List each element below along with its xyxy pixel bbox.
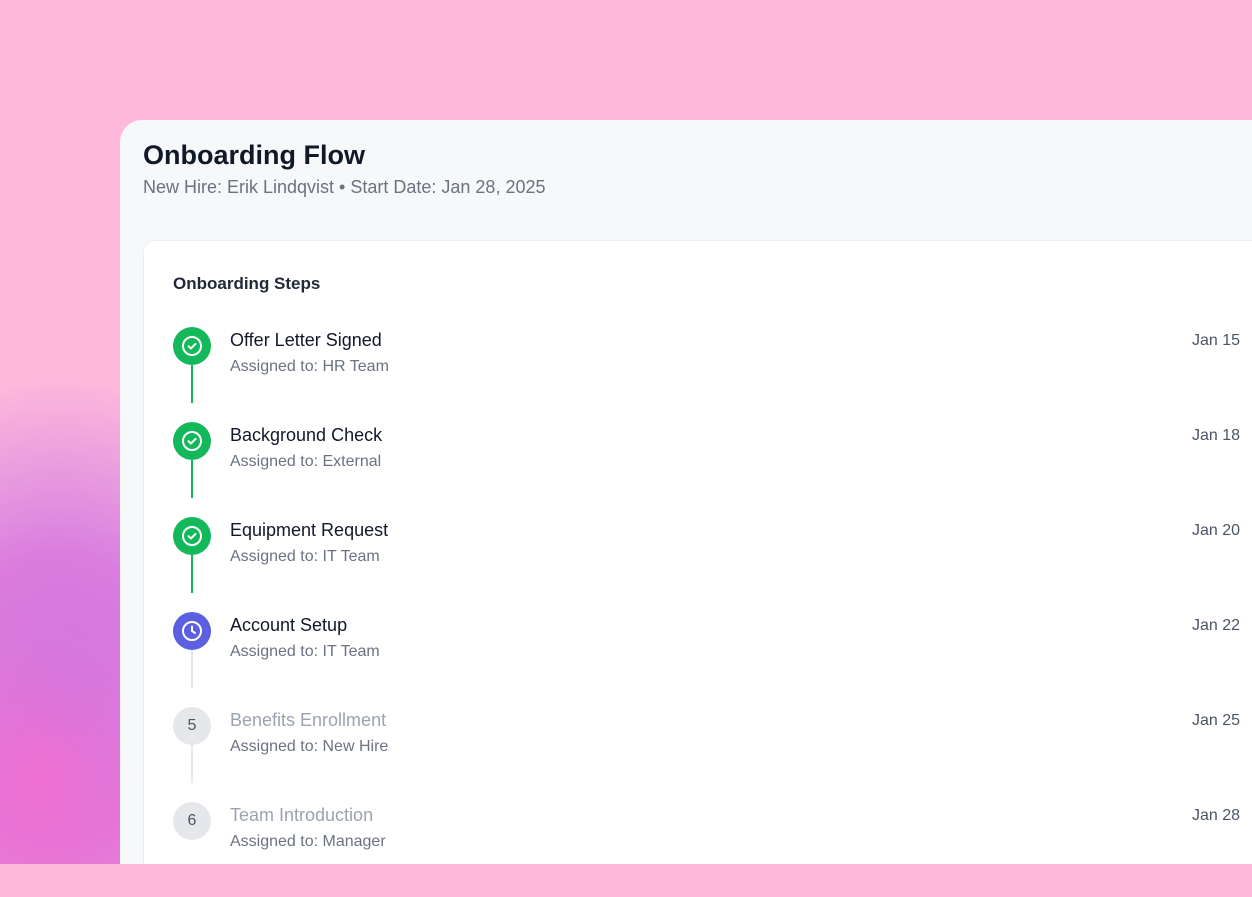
step-date: Jan 25 bbox=[1191, 712, 1240, 729]
connector-line bbox=[191, 555, 193, 593]
clock-icon bbox=[173, 612, 211, 650]
page-title: Onboarding Flow bbox=[143, 140, 365, 170]
step-date: Jan 22 bbox=[1191, 617, 1240, 634]
step-item[interactable]: Offer Letter Signed Assigned to: HR Team J… bbox=[144, 327, 1244, 422]
step-title: Equipment Request bbox=[230, 520, 389, 540]
connector-line bbox=[191, 365, 193, 403]
onboarding-panel: Onboarding Flow New Hire: Erik Lindqvist… bbox=[120, 120, 1252, 864]
step-item[interactable]: Account Setup Assigned to: IT Team Jan 22 bbox=[144, 612, 1244, 707]
step-item[interactable]: Background Check Assigned to: External Jan… bbox=[144, 422, 1244, 517]
step-title: Team Introduction bbox=[230, 805, 374, 825]
step-item[interactable]: 5 Benefits Enrollment Assigned to: New Hir… bbox=[144, 707, 1244, 802]
card-title: Onboarding Steps bbox=[173, 274, 321, 293]
step-assignee: Assigned to: HR Team bbox=[230, 358, 389, 375]
step-date: Jan 28 bbox=[1191, 807, 1240, 824]
check-circle-icon bbox=[173, 422, 211, 460]
page-subtitle: New Hire: Erik Lindqvist • Start Date: J… bbox=[143, 177, 546, 197]
step-date: Jan 15 bbox=[1191, 332, 1240, 349]
step-number-badge: 5 bbox=[173, 707, 211, 745]
steps-card: Onboarding Steps Offer Letter Signed Assi… bbox=[143, 240, 1252, 864]
step-assignee: Assigned to: Manager bbox=[230, 833, 386, 850]
check-circle-icon bbox=[173, 327, 211, 365]
step-assignee: Assigned to: External bbox=[230, 453, 382, 470]
step-title: Account Setup bbox=[230, 615, 348, 635]
step-item[interactable]: 6 Team Introduction Assigned to: Manager Ja… bbox=[144, 802, 1244, 897]
step-assignee: Assigned to: IT Team bbox=[230, 643, 380, 660]
connector-line bbox=[191, 650, 193, 688]
step-title: Benefits Enrollment bbox=[230, 710, 387, 730]
step-title: Background Check bbox=[230, 425, 383, 445]
check-circle-icon bbox=[173, 517, 211, 555]
step-date: Jan 20 bbox=[1191, 522, 1240, 539]
step-number-badge: 6 bbox=[173, 802, 211, 840]
step-date: Jan 18 bbox=[1191, 427, 1240, 444]
step-item[interactable]: Equipment Request Assigned to: IT Team Jan… bbox=[144, 517, 1244, 612]
connector-line bbox=[191, 460, 193, 498]
step-assignee: Assigned to: New Hire bbox=[230, 738, 389, 755]
connector-line bbox=[191, 745, 193, 783]
step-assignee: Assigned to: IT Team bbox=[230, 548, 380, 565]
step-title: Offer Letter Signed bbox=[230, 330, 382, 350]
